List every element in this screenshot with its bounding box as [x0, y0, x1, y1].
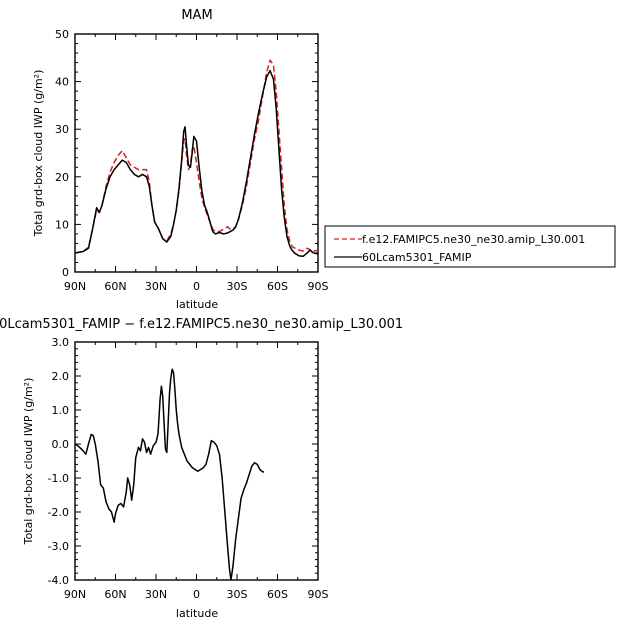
top-xlabel: latitude [176, 298, 218, 311]
x-tick-label: 0 [193, 280, 200, 293]
top-frame [74, 33, 319, 273]
legend-label-0: f.e12.FAMIPC5.ne30_ne30.amip_L30.001 [362, 233, 585, 246]
x-tick-label: 60N [104, 280, 126, 293]
y-tick-label: -4.0 [48, 574, 69, 587]
y-tick-label: 0 [62, 266, 69, 279]
bottom-series-layer [74, 368, 264, 581]
y-tick-label: 1.0 [52, 404, 70, 417]
x-tick-label: 90S [308, 588, 329, 601]
x-tick-label: 30S [227, 588, 248, 601]
legend: f.e12.FAMIPC5.ne30_ne30.amip_L30.001 60L… [324, 225, 616, 268]
y-tick-label: 50 [55, 28, 69, 41]
x-tick-label: 60S [267, 588, 288, 601]
top-ylabel: Total grd-box cloud IWP (g/m²) [32, 70, 45, 238]
series-line-0 [74, 59, 318, 254]
bottom-frame [74, 341, 319, 581]
y-tick-label: 40 [55, 76, 69, 89]
top-series-layer [74, 59, 319, 258]
top-axes: 90N 60N 30N 0 30S 60S 90S 0 10 20 30 40 50 [55, 28, 329, 293]
bottom-title: 60Lcam5301_FAMIP − f.e12.FAMIPC5.ne30_ne… [0, 317, 403, 332]
x-tick-label: 60N [104, 588, 126, 601]
x-tick-label: 90S [308, 280, 329, 293]
legend-box [324, 225, 616, 268]
y-tick-label: 0.0 [52, 438, 70, 451]
y-tick-label: 3.0 [52, 336, 70, 349]
y-tick-label: 20 [55, 171, 69, 184]
x-tick-label: 60S [267, 280, 288, 293]
x-tick-label: 30N [145, 280, 167, 293]
y-tick-label: -2.0 [48, 506, 69, 519]
series-line-0 [74, 368, 264, 581]
x-tick-label: 30N [145, 588, 167, 601]
x-tick-label: 90N [64, 280, 86, 293]
y-tick-label: 2.0 [52, 370, 70, 383]
x-tick-label: 30S [227, 280, 248, 293]
top-panel: MAM 90N 60N 30N 0 30S 60S 90S 0 10 20 30 40 50 latit… [32, 8, 329, 311]
y-tick-label: 30 [55, 123, 69, 136]
x-tick-label: 90N [64, 588, 86, 601]
y-tick-label: 10 [55, 218, 69, 231]
bottom-panel: 60Lcam5301_FAMIP − f.e12.FAMIPC5.ne30_ne… [0, 317, 403, 620]
bottom-axes: 90N 60N 30N 0 30S 60S 90S -4.0 -3.0 -2.0 -1.0 0.0 1.… [48, 336, 329, 601]
y-tick-label: -3.0 [48, 540, 69, 553]
y-tick-label: -1.0 [48, 472, 69, 485]
bottom-ylabel: Total grd-box cloud IWP (g/m²) [22, 378, 35, 546]
top-title: MAM [181, 8, 212, 23]
series-line-1 [74, 69, 319, 258]
bottom-xlabel: latitude [176, 607, 218, 620]
x-tick-label: 0 [193, 588, 200, 601]
legend-label-1: 60Lcam5301_FAMIP [362, 251, 472, 264]
